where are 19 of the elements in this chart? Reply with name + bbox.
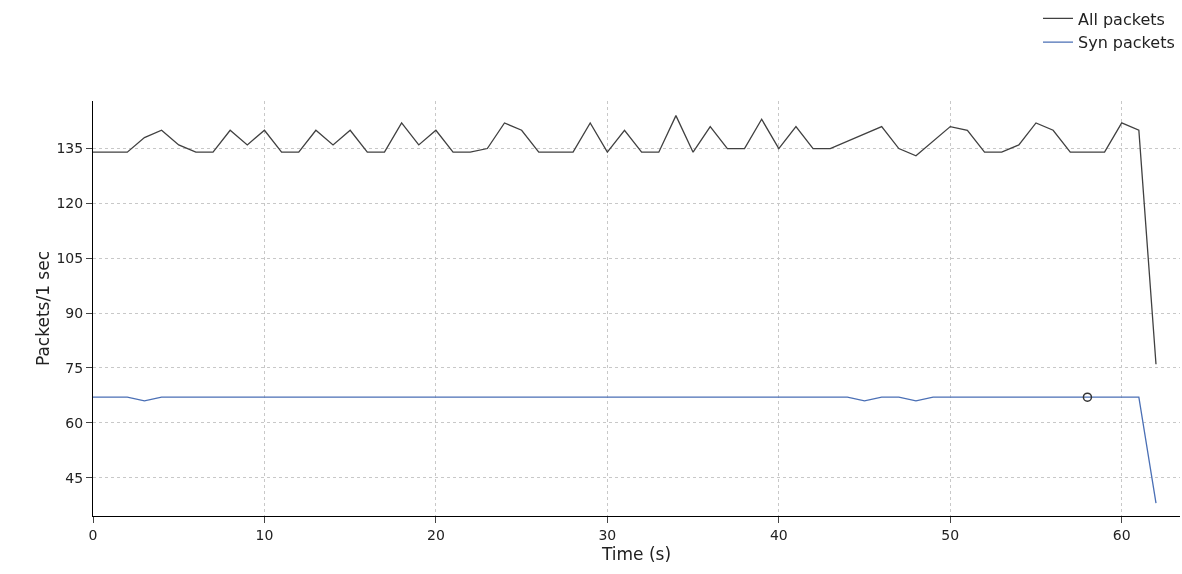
y-tick-label: 135 — [56, 140, 84, 157]
x-tick-label: 20 — [426, 526, 445, 543]
y-tick-label: 120 — [56, 195, 84, 212]
y-tick-label: 60 — [65, 414, 84, 431]
x-tick-label: 60 — [1112, 526, 1131, 543]
x-tick-label: 10 — [255, 526, 274, 543]
x-axis-title: Time (s) — [600, 544, 672, 565]
x-tick-label: 40 — [769, 526, 788, 543]
legend-label: All packets — [1078, 9, 1165, 29]
x-tick-label: 50 — [941, 526, 960, 543]
x-tick-label: 30 — [598, 526, 617, 543]
y-tick-label: 105 — [56, 250, 84, 267]
x-tick-label: 0 — [88, 526, 98, 543]
legend-label: Syn packets — [1078, 33, 1175, 53]
y-tick-label: 45 — [65, 469, 84, 486]
line-series — [93, 114, 1157, 365]
y-tick-label: 75 — [65, 359, 84, 376]
y-tick-label: 90 — [65, 304, 84, 321]
y-axis-title: Packets/1 sec — [33, 250, 53, 367]
